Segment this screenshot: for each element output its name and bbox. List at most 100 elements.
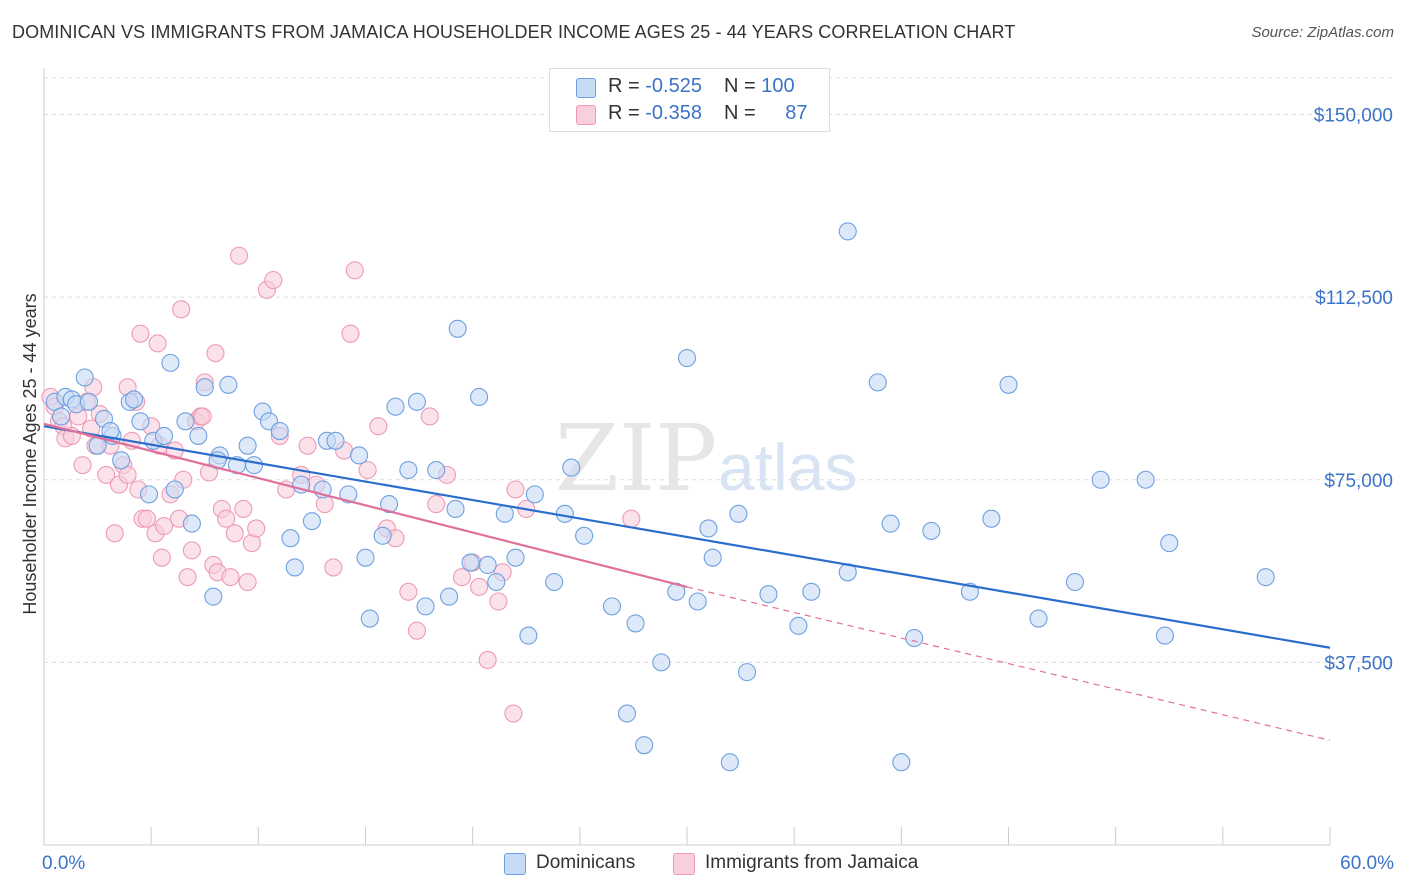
- point-dominicans: [79, 392, 99, 411]
- point-dominicans: [1256, 568, 1275, 587]
- point-dominicans: [506, 548, 525, 567]
- point-jamaica: [234, 499, 253, 519]
- point-dominicans: [519, 626, 538, 645]
- legend-n-label: N =: [723, 102, 762, 124]
- point-dominicans: [652, 653, 671, 672]
- point-dominicans: [131, 412, 150, 431]
- point-dominicans: [244, 456, 264, 475]
- point-dominicans: [386, 397, 405, 416]
- point-dominicans: [838, 222, 857, 241]
- point-jamaica: [420, 407, 439, 426]
- point-jamaica: [206, 344, 225, 363]
- point-dominicans: [461, 553, 480, 572]
- tick-labels: $37,500 $75,000 $112,500 $150,000 0.0% 60.0%: [42, 106, 1394, 874]
- point-dominicans: [699, 519, 718, 538]
- point-dominicans: [575, 526, 594, 545]
- point-dominicans: [545, 572, 564, 592]
- point-dominicans: [729, 504, 748, 523]
- point-jamaica: [470, 577, 489, 596]
- point-jamaica: [225, 524, 244, 543]
- point-dominicans: [416, 597, 435, 616]
- point-jamaica: [154, 516, 174, 536]
- point-dominicans: [176, 412, 195, 431]
- point-dominicans: [350, 446, 369, 465]
- point-dominicans: [626, 614, 645, 633]
- point-dominicans: [759, 585, 778, 604]
- point-dominicans: [189, 426, 208, 445]
- point-dominicans: [905, 628, 924, 648]
- point-jamaica: [345, 261, 364, 280]
- point-dominicans: [356, 548, 375, 567]
- legend-r-label: R =: [608, 75, 646, 97]
- point-dominicans: [270, 422, 289, 441]
- trend-line-dominicans: [43, 425, 1331, 649]
- point-dominicans: [720, 753, 739, 772]
- point-dominicans: [635, 736, 654, 755]
- legend-n-value: 100: [761, 75, 795, 97]
- legend-n-label: N =: [723, 75, 762, 97]
- point-dominicans: [1091, 470, 1110, 489]
- point-dominicans: [339, 485, 358, 504]
- point-dominicans: [892, 753, 911, 772]
- point-dominicans: [204, 587, 223, 606]
- legend-n-value: 87: [785, 102, 808, 124]
- point-dominicans: [195, 378, 214, 397]
- chart-title: DOMINICAN VS IMMIGRANTS FROM JAMAICA HOU…: [12, 22, 1016, 42]
- point-dominicans: [802, 582, 821, 601]
- x-tick-label-max: 60.0%: [1340, 853, 1394, 874]
- legend-r-label: R =: [608, 102, 646, 124]
- point-jamaica: [238, 572, 257, 592]
- point-dominicans: [182, 514, 201, 533]
- point-jamaica: [358, 460, 377, 480]
- point-dominicans: [470, 387, 489, 407]
- point-jamaica: [178, 568, 197, 587]
- trend-lines: [43, 422, 1331, 741]
- point-dominicans: [302, 512, 321, 531]
- point-jamaica: [489, 592, 508, 611]
- point-dominicans: [407, 392, 426, 411]
- point-jamaica: [407, 621, 426, 640]
- point-dominicans: [1155, 626, 1175, 645]
- point-dominicans: [373, 526, 392, 545]
- point-jamaica: [504, 704, 523, 723]
- point-dominicans: [525, 485, 544, 504]
- point-dominicans: [440, 587, 459, 606]
- point-dominicans: [52, 407, 71, 426]
- legend-r-value: -0.525: [645, 75, 702, 97]
- point-dominicans: [112, 451, 131, 470]
- point-dominicans: [999, 375, 1018, 394]
- point-dominicans: [478, 555, 497, 575]
- series-swatch-jamaica: [673, 853, 695, 875]
- series-legend: Dominicans Immigrants from Jamaica: [0, 852, 1406, 876]
- point-dominicans: [281, 529, 300, 548]
- point-dominicans: [446, 499, 465, 519]
- point-dominicans: [617, 704, 637, 723]
- point-dominicans: [124, 390, 144, 409]
- point-dominicans: [154, 426, 174, 445]
- y-tick-label: $150,000: [1314, 106, 1393, 127]
- point-jamaica: [622, 509, 641, 528]
- point-dominicans: [688, 592, 707, 611]
- point-dominicans: [737, 663, 757, 682]
- point-dominicans: [495, 504, 514, 523]
- y-axis-label: Householder Income Ages 25 - 44 years: [20, 293, 40, 614]
- point-jamaica: [172, 300, 191, 319]
- point-jamaica: [217, 509, 236, 528]
- point-dominicans: [165, 480, 184, 499]
- point-jamaica: [131, 324, 150, 343]
- point-dominicans: [285, 558, 304, 577]
- point-dominicans: [399, 460, 418, 480]
- point-jamaica: [369, 417, 388, 436]
- point-dominicans: [881, 514, 900, 533]
- point-jamaica: [341, 324, 360, 343]
- point-dominicans: [677, 348, 697, 368]
- point-dominicans: [238, 436, 257, 455]
- point-jamaica: [221, 568, 240, 587]
- point-dominicans: [602, 597, 622, 616]
- point-dominicans: [562, 458, 581, 477]
- correlation-legend: R = -0.525 N = 100 R = -0.358 N = 87: [549, 68, 830, 132]
- x-tick-label-min: 0.0%: [42, 853, 85, 874]
- point-dominicans: [1160, 534, 1179, 553]
- point-jamaica: [298, 436, 317, 455]
